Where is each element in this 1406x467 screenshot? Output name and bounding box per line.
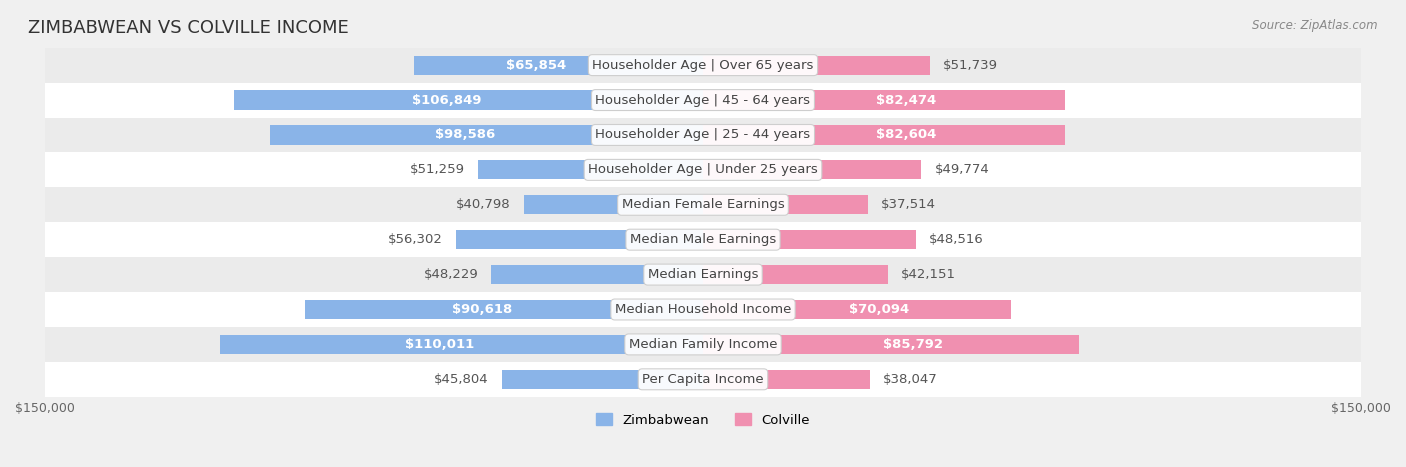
Bar [456,230,703,249]
Text: $82,474: $82,474 [876,93,936,106]
Bar [703,300,1011,319]
Text: $42,151: $42,151 [901,268,956,281]
Text: $56,302: $56,302 [388,233,443,246]
Bar [45,362,1361,397]
Text: $48,516: $48,516 [929,233,984,246]
Bar [235,91,703,110]
Bar [45,327,1361,362]
Text: Median Earnings: Median Earnings [648,268,758,281]
Bar [703,265,889,284]
Text: Per Capita Income: Per Capita Income [643,373,763,386]
Bar [45,48,1361,83]
Text: $37,514: $37,514 [880,198,936,211]
Bar [305,300,703,319]
Text: Householder Age | 45 - 64 years: Householder Age | 45 - 64 years [596,93,810,106]
Text: Median Male Earnings: Median Male Earnings [630,233,776,246]
Bar [502,370,703,389]
Legend: Zimbabwean, Colville: Zimbabwean, Colville [591,408,815,432]
Text: Householder Age | 25 - 44 years: Householder Age | 25 - 44 years [595,128,811,142]
Bar [45,83,1361,118]
Text: $98,586: $98,586 [434,128,495,142]
Bar [703,160,921,179]
Bar [492,265,703,284]
Text: $40,798: $40,798 [456,198,510,211]
Bar [45,257,1361,292]
Bar [45,118,1361,152]
Bar [703,125,1066,145]
Text: $48,229: $48,229 [423,268,478,281]
Text: $70,094: $70,094 [849,303,908,316]
Text: $85,792: $85,792 [883,338,943,351]
Text: $45,804: $45,804 [434,373,489,386]
Text: $38,047: $38,047 [883,373,938,386]
Bar [45,292,1361,327]
Bar [524,195,703,214]
Text: $90,618: $90,618 [453,303,512,316]
Text: $51,259: $51,259 [411,163,465,177]
Text: $110,011: $110,011 [405,338,474,351]
Text: Householder Age | Under 25 years: Householder Age | Under 25 years [588,163,818,177]
Bar [221,335,703,354]
Bar [415,56,703,75]
Bar [703,91,1064,110]
Bar [45,222,1361,257]
Text: $65,854: $65,854 [506,59,567,71]
Bar [270,125,703,145]
Text: $49,774: $49,774 [935,163,990,177]
Bar [478,160,703,179]
Bar [703,335,1080,354]
Bar [703,56,929,75]
Text: ZIMBABWEAN VS COLVILLE INCOME: ZIMBABWEAN VS COLVILLE INCOME [28,19,349,37]
Text: Householder Age | Over 65 years: Householder Age | Over 65 years [592,59,814,71]
Bar [703,230,915,249]
Text: $82,604: $82,604 [876,128,936,142]
Text: Source: ZipAtlas.com: Source: ZipAtlas.com [1253,19,1378,32]
Text: Median Household Income: Median Household Income [614,303,792,316]
Bar [703,370,870,389]
Text: $51,739: $51,739 [943,59,998,71]
Text: Median Family Income: Median Family Income [628,338,778,351]
Bar [45,152,1361,187]
Text: $106,849: $106,849 [412,93,481,106]
Text: Median Female Earnings: Median Female Earnings [621,198,785,211]
Bar [703,195,868,214]
Bar [45,187,1361,222]
